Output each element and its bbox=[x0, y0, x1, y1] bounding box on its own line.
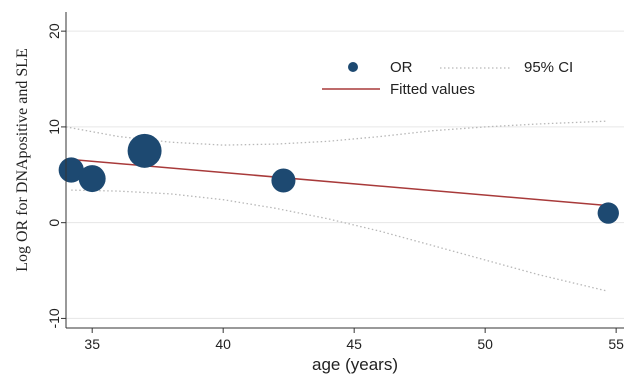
x-axis-label: age (years) bbox=[312, 355, 398, 374]
y-tick-label: 10 bbox=[46, 119, 62, 135]
or-point bbox=[127, 133, 162, 168]
x-tick-label: 55 bbox=[608, 336, 624, 352]
or-point bbox=[58, 157, 84, 183]
x-tick-label: 45 bbox=[346, 336, 362, 352]
ci-lower-line bbox=[71, 189, 606, 292]
legend-fitted-label: Fitted values bbox=[390, 81, 475, 98]
legend-ci-label: 95% CI bbox=[524, 59, 573, 76]
or-point bbox=[271, 168, 296, 193]
grid-lines bbox=[66, 30, 624, 319]
axes bbox=[65, 12, 624, 329]
x-tick-label: 50 bbox=[477, 336, 493, 352]
y-tick-label: 0 bbox=[46, 219, 62, 227]
y-axis-label: Log OR for DNApositive and SLE bbox=[14, 48, 31, 272]
or-points bbox=[58, 133, 619, 224]
fitted-line bbox=[71, 158, 606, 207]
x-tick-label: 40 bbox=[215, 336, 231, 352]
or-point bbox=[597, 202, 619, 224]
x-tick-label: 35 bbox=[84, 336, 100, 352]
fitted-line-group bbox=[71, 158, 606, 207]
or-point bbox=[78, 165, 106, 193]
ticks: -10 0 10 20 35 40 45 50 55 bbox=[46, 23, 624, 352]
y-tick-label: -10 bbox=[46, 308, 62, 328]
y-tick-label: 20 bbox=[46, 23, 62, 39]
legend-or-marker bbox=[348, 62, 358, 72]
legend-or-label: OR bbox=[390, 59, 413, 76]
legend: OR 95% CI Fitted values bbox=[322, 59, 573, 98]
